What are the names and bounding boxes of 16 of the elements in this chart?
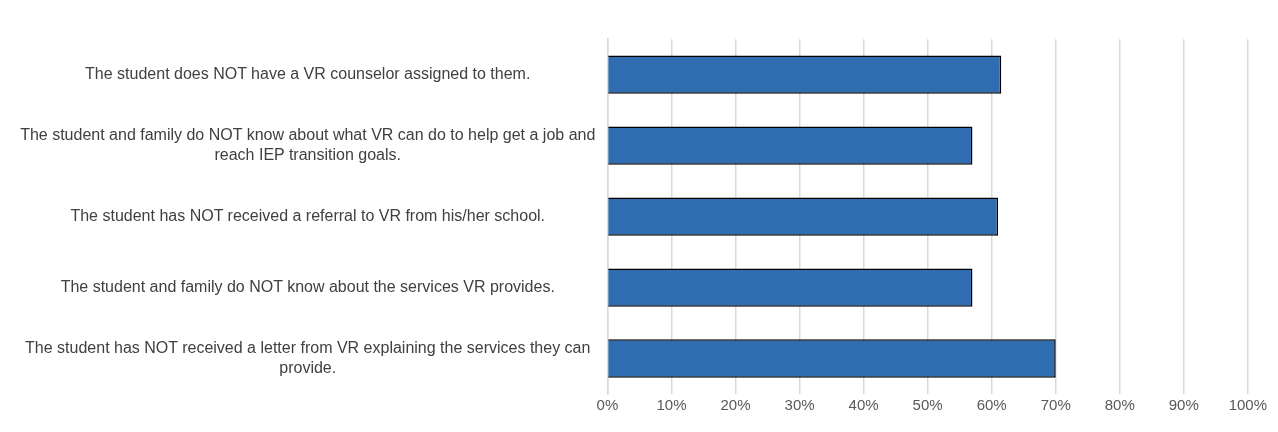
x-tick-label: 40% xyxy=(848,396,879,414)
x-tick-label: 80% xyxy=(1104,396,1135,414)
x-tick-label: 50% xyxy=(912,396,943,414)
x-tick-label: 30% xyxy=(784,396,815,414)
x-tick-label: 90% xyxy=(1168,396,1199,414)
x-tick-label: 0% xyxy=(596,396,619,414)
x-tick-label: 60% xyxy=(976,396,1007,414)
y-tick-label: The student and family do NOT know about what VR can do to help get a job and reach IEP transition goals. xyxy=(20,126,596,163)
y-tick-label: The student does NOT have a VR counselor assigned to them. xyxy=(85,65,531,83)
y-tick-label: The student has NOT received a referral to VR from his/her school. xyxy=(70,207,546,225)
x-tick-label: 10% xyxy=(656,396,687,414)
y-tick-label: The student has NOT received a letter from VR explaining the services they can provide. xyxy=(25,339,591,376)
x-tick-label: 20% xyxy=(720,396,751,414)
x-tick-label: 100% xyxy=(1228,396,1268,414)
x-tick-label: 70% xyxy=(1040,396,1071,414)
y-tick-label: The student and family do NOT know about the services VR provides. xyxy=(60,277,555,295)
